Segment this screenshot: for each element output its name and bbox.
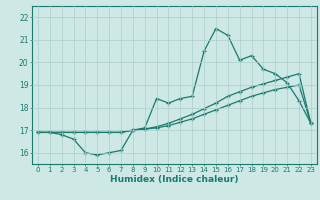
X-axis label: Humidex (Indice chaleur): Humidex (Indice chaleur): [110, 175, 239, 184]
